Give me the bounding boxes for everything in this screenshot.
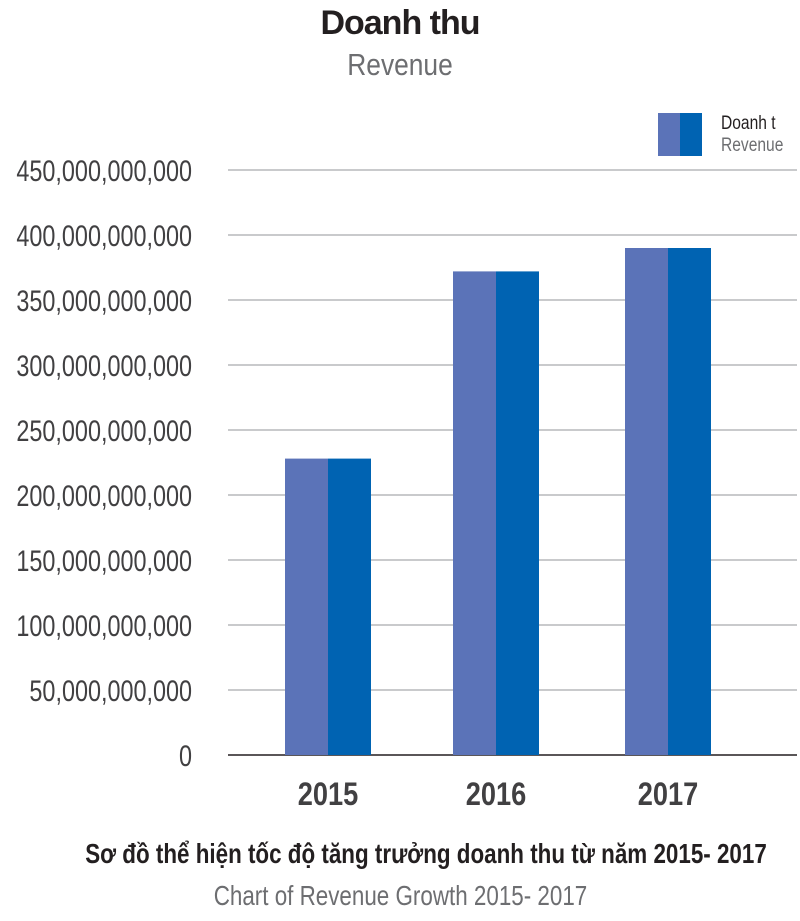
bar-2015-left <box>285 458 328 755</box>
y-tick-label: 0 <box>179 739 192 772</box>
y-tick-label: 400,000,000,000 <box>16 219 192 252</box>
chart-title-block: Doanh thu Revenue <box>0 2 800 86</box>
caption-subtitle: Chart of Revenue Growth 2015- 2017 <box>213 880 587 911</box>
y-tick-label: 450,000,000,000 <box>16 154 192 187</box>
bar-2017-left <box>625 248 668 755</box>
legend-swatch <box>658 113 702 156</box>
legend-label-line2: Revenue <box>721 135 784 156</box>
legend-label: Doanh t Revenue <box>721 113 797 157</box>
chart-title: Doanh thu <box>320 4 480 42</box>
y-tick-label: 250,000,000,000 <box>16 414 192 447</box>
chart-legend: Doanh t Revenue <box>658 113 797 159</box>
chart-subtitle: Revenue <box>347 47 453 82</box>
bar-2017-right <box>668 248 711 755</box>
y-tick-label: 300,000,000,000 <box>16 349 192 382</box>
bar-2015-right <box>328 458 371 755</box>
x-tick-label: 2016 <box>466 777 526 813</box>
y-tick-label: 200,000,000,000 <box>16 479 192 512</box>
y-tick-label: 100,000,000,000 <box>16 609 192 642</box>
legend-swatch-right <box>680 113 702 156</box>
chart-caption: Sơ đồ thể hiện tốc độ tăng trưởng doanh … <box>0 832 800 916</box>
x-tick-label: 2015 <box>298 777 358 813</box>
x-tick-label: 2017 <box>638 777 698 813</box>
legend-label-line1: Doanh t <box>721 113 776 134</box>
y-tick-label: 50,000,000,000 <box>29 674 192 707</box>
y-tick-label: 350,000,000,000 <box>16 284 192 317</box>
legend-swatch-left <box>658 113 680 156</box>
bar-2016-right <box>496 271 539 755</box>
y-tick-label: 150,000,000,000 <box>16 544 192 577</box>
caption-title: Sơ đồ thể hiện tốc độ tăng trưởng doanh … <box>85 838 767 869</box>
bar-2016-left <box>453 271 496 755</box>
